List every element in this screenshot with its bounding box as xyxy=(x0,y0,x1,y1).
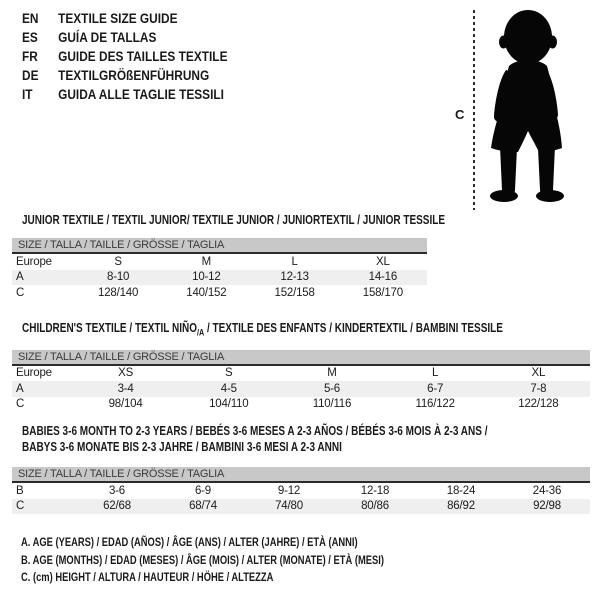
language-row: ES GUÍA DE TALLAS xyxy=(22,28,227,47)
size-value-cell: 86/92 xyxy=(447,500,475,513)
size-value-cell: XL xyxy=(531,367,546,380)
junior-textile-section: JUNIOR TEXTILE / TEXTIL JUNIOR/ TEXTILE … xyxy=(12,212,446,301)
table-row: Europe XS S M L XL xyxy=(12,366,590,382)
size-value-cell: 92/98 xyxy=(533,500,561,513)
size-value-cell: 152/158 xyxy=(274,286,315,299)
size-value-cell: 14-16 xyxy=(368,271,398,284)
size-value-cell: 18-24 xyxy=(446,484,476,497)
size-value-cell: 158/170 xyxy=(362,286,403,299)
size-table: B 3-6 6-9 9-12 12-18 18-24 24-36 C 62/68 68/74 74/… xyxy=(12,483,590,514)
language-code: IT xyxy=(22,87,33,102)
language-code: DE xyxy=(22,68,39,83)
size-value-cell: 116/122 xyxy=(415,398,455,411)
size-value-cell: 128/140 xyxy=(98,286,139,299)
size-value-cell: M xyxy=(327,367,337,380)
size-value-cell: 110/116 xyxy=(312,398,352,411)
babies-textile-section: BABIES 3-6 MONTH TO 2-3 YEARS / BEBÉS 3-… xyxy=(12,423,590,514)
language-code: EN xyxy=(22,11,39,26)
table-row: B 3-6 6-9 9-12 12-18 18-24 24-36 xyxy=(12,483,590,499)
row-label-cell: Europe xyxy=(16,255,52,268)
language-code: ES xyxy=(22,30,38,45)
row-label-cell: Europe xyxy=(16,367,52,380)
row-label-cell: A xyxy=(16,382,24,395)
size-header-bar: SIZE / TALLA / TAILLE / GRÖSSE / TAGLIA xyxy=(12,238,427,254)
size-value-cell: 4-5 xyxy=(220,382,237,395)
size-value-cell: 104/110 xyxy=(209,398,249,411)
row-label-cell: C xyxy=(16,500,25,513)
size-value-cell: S xyxy=(225,367,233,380)
size-value-cell: 6-9 xyxy=(194,484,212,497)
table-row: Europe S M L XL xyxy=(12,254,427,270)
guide-title: TEXTILE SIZE GUIDE xyxy=(58,11,178,26)
guide-title: GUIDE DES TAILLES TEXTILE xyxy=(58,49,228,64)
language-row: EN TEXTILE SIZE GUIDE xyxy=(22,9,227,28)
row-label-cell: B xyxy=(16,484,24,497)
size-value-cell: 98/104 xyxy=(108,398,143,411)
language-row: IT GUIDA ALLE TAGLIE TESSILI xyxy=(22,85,227,104)
size-table: Europe S M L XL A 8-10 10-12 12-13 14-16 C 128/140 1… xyxy=(12,254,427,301)
table-row: A 3-4 4-5 5-6 6-7 7-8 xyxy=(12,381,590,397)
size-value-cell: 80/86 xyxy=(361,500,389,513)
table-title: BABIES 3-6 MONTH TO 2-3 YEARS / BEBÉS 3-… xyxy=(22,424,488,454)
size-header-bar: SIZE / TALLA / TAILLE / GRÖSSE / TAGLIA xyxy=(12,467,590,483)
size-table: Europe XS S M L XL A 3-4 4-5 5-6 6-7 7-8 C 98/104 104/… xyxy=(12,366,590,413)
size-value-cell: 68/74 xyxy=(189,500,217,513)
height-measure-dotted-line xyxy=(473,10,475,210)
legend: A. AGE (YEARS) / EDAD (AÑOS) / ÂGE (ANS)… xyxy=(21,534,384,587)
language-code: FR xyxy=(22,49,38,64)
childrens-textile-section: CHILDREN'S TEXTILE / TEXTIL NIÑO/A / TEX… xyxy=(12,320,590,412)
size-value-cell: 12-18 xyxy=(360,484,390,497)
guide-title: GUÍA DE TALLAS xyxy=(58,30,157,45)
table-row: C 62/68 68/74 74/80 80/86 86/92 92/98 xyxy=(12,498,590,514)
size-value-cell: L xyxy=(432,367,439,380)
size-header-bar: SIZE / TALLA / TAILLE / GRÖSSE / TAGLIA xyxy=(12,349,590,366)
table-title: CHILDREN'S TEXTILE / TEXTIL NIÑO/A / TEX… xyxy=(22,321,503,338)
row-label-cell: C xyxy=(16,286,25,299)
size-value-cell: 5-6 xyxy=(323,382,340,395)
size-value-cell: 7-8 xyxy=(530,382,547,395)
size-value-cell: 12-13 xyxy=(280,271,309,284)
legend-line: C. (cm) HEIGHT / ALTURA / HAUTEUR / HÖHE… xyxy=(21,570,274,584)
size-value-cell: 10-12 xyxy=(192,271,221,284)
language-row: FR GUIDE DES TAILLES TEXTILE xyxy=(22,47,227,66)
size-value-cell: 74/80 xyxy=(275,500,303,513)
size-value-cell: 9-12 xyxy=(277,484,301,497)
table-title: JUNIOR TEXTILE / TEXTIL JUNIOR/ TEXTILE … xyxy=(22,213,446,227)
size-value-cell: 24-36 xyxy=(532,484,562,497)
row-label-cell: A xyxy=(16,271,24,284)
size-value-cell: 62/68 xyxy=(103,500,131,513)
size-value-cell: S xyxy=(114,255,122,268)
legend-line: A. AGE (YEARS) / EDAD (AÑOS) / ÂGE (ANS)… xyxy=(21,535,358,549)
language-list: EN TEXTILE SIZE GUIDE ES GUÍA DE TALLAS FR GU… xyxy=(22,9,227,104)
size-value-cell: 8-10 xyxy=(107,271,130,284)
guide-title: GUIDA ALLE TAGLIE TESSILI xyxy=(58,87,224,102)
size-value-cell: XS xyxy=(118,367,134,380)
size-value-cell: XL xyxy=(376,255,390,268)
height-marker-label: C xyxy=(455,107,465,122)
table-row: C 98/104 104/110 110/116 116/122 122/128 xyxy=(12,397,590,413)
size-value-cell: 3-4 xyxy=(117,382,134,395)
size-value-cell: 3-6 xyxy=(108,484,126,497)
table-row: C 128/140 140/152 152/158 158/170 xyxy=(12,285,427,301)
size-value-cell: 140/152 xyxy=(186,286,227,299)
table-row: A 8-10 10-12 12-13 14-16 xyxy=(12,269,427,285)
legend-line: B. AGE (MONTHS) / EDAD (MESES) / ÂGE (MO… xyxy=(21,552,384,567)
baby-silhouette-icon xyxy=(481,8,571,206)
guide-title: TEXTILGRÖßENFÜHRUNG xyxy=(58,68,210,83)
size-value-cell: M xyxy=(201,255,212,268)
size-value-cell: L xyxy=(291,255,298,268)
size-value-cell: 122/128 xyxy=(518,398,559,411)
row-label-cell: C xyxy=(16,398,25,411)
size-value-cell: 6-7 xyxy=(427,382,444,395)
language-row: DE TEXTILGRÖßENFÜHRUNG xyxy=(22,66,227,85)
